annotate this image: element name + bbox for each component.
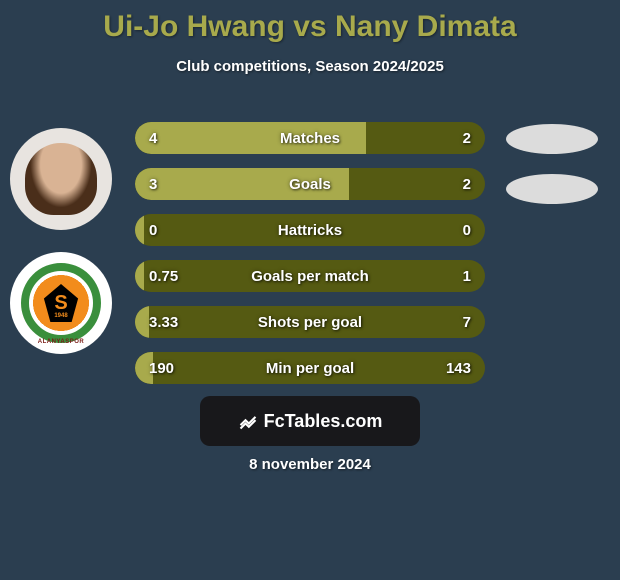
brand-box: FcTables.com xyxy=(200,396,420,446)
chart-icon xyxy=(238,411,258,431)
stat-row: 0Hattricks0 xyxy=(135,214,485,246)
stat-value-left: 3.33 xyxy=(149,306,178,338)
stat-fill xyxy=(135,306,149,338)
stat-value-left: 0.75 xyxy=(149,260,178,292)
stat-value-right: 2 xyxy=(463,168,471,200)
brand-text: FcTables.com xyxy=(264,411,383,432)
stat-value-right: 2 xyxy=(463,122,471,154)
stat-fill xyxy=(135,260,144,292)
stat-value-right: 7 xyxy=(463,306,471,338)
player-right-placeholder-2 xyxy=(506,174,598,204)
stat-row: 3Goals2 xyxy=(135,168,485,200)
stat-label: Hattricks xyxy=(135,214,485,246)
stat-row: 4Matches2 xyxy=(135,122,485,154)
face-placeholder-icon xyxy=(25,143,96,214)
stat-fill xyxy=(135,122,366,154)
club-badge-icon: S 1948 ALANYASPOR xyxy=(21,263,101,343)
stat-value-left: 190 xyxy=(149,352,174,384)
stat-value-left: 3 xyxy=(149,168,157,200)
stat-row: 190Min per goal143 xyxy=(135,352,485,384)
stat-fill xyxy=(135,168,349,200)
stat-bars: 4Matches2 3Goals2 0Hattricks0 0.75Goals per… xyxy=(135,122,485,384)
page-title: Ui-Jo Hwang vs Nany Dimata xyxy=(0,0,620,44)
avatar-club-badge: S 1948 ALANYASPOR xyxy=(10,252,112,354)
stat-value-right: 0 xyxy=(463,214,471,246)
stat-label: Goals per match xyxy=(135,260,485,292)
date-text: 8 november 2024 xyxy=(0,456,620,473)
stat-value-right: 1 xyxy=(463,260,471,292)
stat-value-right: 143 xyxy=(446,352,471,384)
stat-row: 3.33Shots per goal7 xyxy=(135,306,485,338)
player-right-placeholder-1 xyxy=(506,124,598,154)
stat-label: Shots per goal xyxy=(135,306,485,338)
stat-fill xyxy=(135,214,144,246)
avatar-column: S 1948 ALANYASPOR xyxy=(10,128,112,354)
stat-row: 0.75Goals per match1 xyxy=(135,260,485,292)
ellipse-column xyxy=(506,124,598,204)
avatar-player-left xyxy=(10,128,112,230)
stat-value-left: 0 xyxy=(149,214,157,246)
subtitle: Club competitions, Season 2024/2025 xyxy=(0,58,620,75)
stat-label: Min per goal xyxy=(135,352,485,384)
stat-value-left: 4 xyxy=(149,122,157,154)
